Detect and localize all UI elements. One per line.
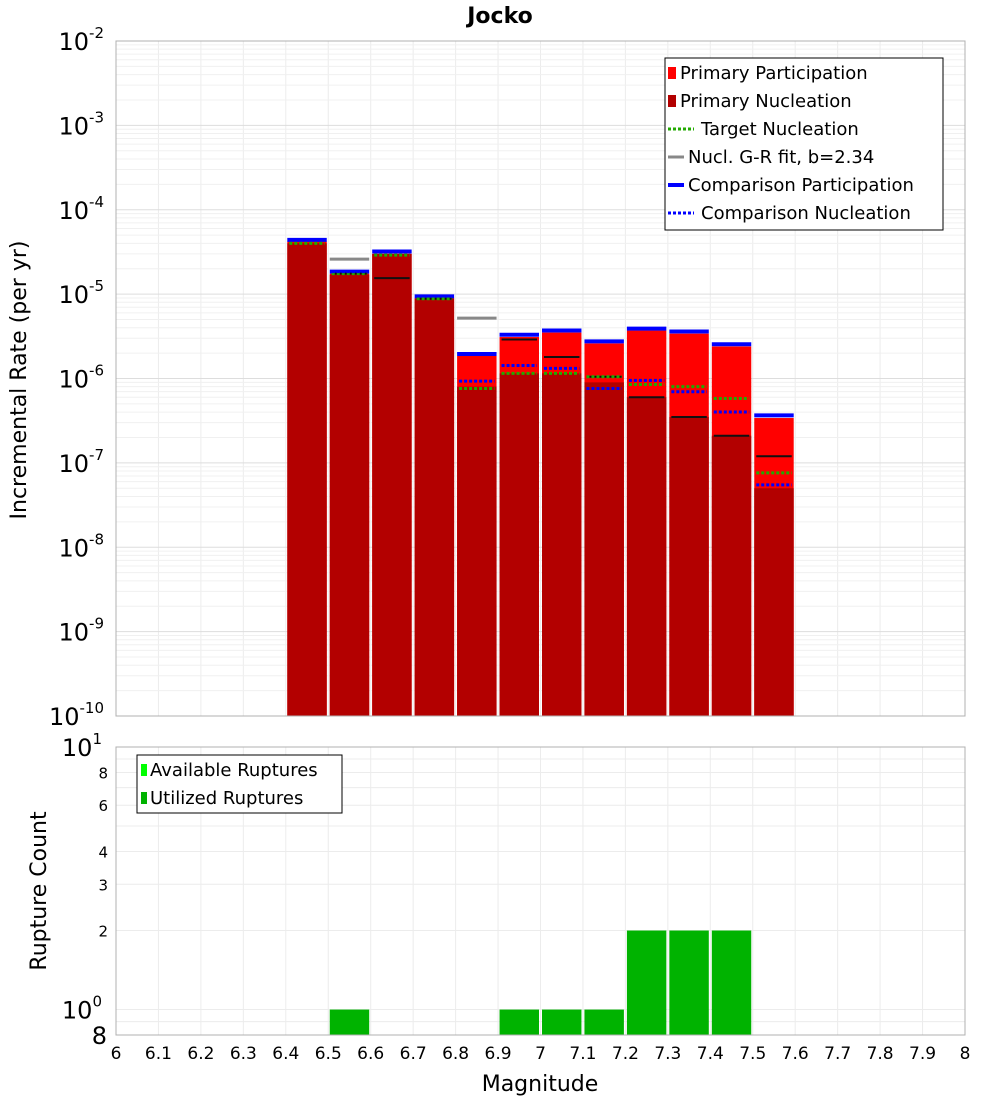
primary-nucleation-bar: [584, 382, 624, 716]
top-plot-frame: [115, 40, 966, 717]
legend-label: Utilized Ruptures: [150, 788, 303, 809]
x-tick-label: 7.5: [739, 1044, 766, 1064]
y-tick-label: 10-8: [58, 530, 104, 562]
utilized-ruptures-bar: [329, 1009, 370, 1035]
x-tick-label: 6.6: [357, 1044, 384, 1064]
x-tick-label: 6.1: [145, 1044, 172, 1064]
x-tick-label: 7.8: [867, 1044, 894, 1064]
legend-swatch: [141, 764, 147, 776]
y-tick-label: 10-10: [49, 699, 104, 731]
legend-label: Comparison Nucleation: [701, 203, 911, 224]
x-tick-label: 7.7: [824, 1044, 851, 1064]
utilized-ruptures-bar: [711, 930, 752, 1035]
utilized-ruptures-bar: [669, 930, 709, 1035]
primary-nucleation-bar: [499, 373, 539, 716]
x-tick-label: 6.8: [442, 1044, 469, 1064]
legend-label: Available Ruptures: [150, 760, 318, 781]
y-tick-label: 8: [92, 1022, 107, 1050]
primary-nucleation-bar: [542, 373, 582, 716]
x-tick-label: 7.1: [569, 1044, 596, 1064]
primary-nucleation-bar: [457, 386, 497, 716]
x-tick-label: 6.9: [485, 1044, 512, 1064]
legend-swatch: [141, 792, 147, 804]
legend-frame: [664, 57, 944, 231]
x-axis-label: Magnitude: [482, 1072, 599, 1097]
y-tick-label: 10-3: [58, 108, 104, 140]
legend-label: Comparison Participation: [688, 175, 914, 196]
x-tick-label: 7.4: [697, 1044, 724, 1064]
bottom-plot-frame: [115, 746, 966, 1036]
y-tick-label: 10-9: [58, 615, 104, 647]
x-tick-label: 6.5: [315, 1044, 342, 1064]
utilized-ruptures-bar: [499, 1009, 539, 1035]
legend-frame: [136, 754, 343, 814]
utilized-ruptures-bar: [584, 1009, 624, 1035]
y-tick-label: 10-6: [58, 362, 104, 394]
top-plot-grid: [115, 41, 966, 717]
y-tick-label: 100: [62, 993, 102, 1025]
primary-nucleation-bar: [372, 253, 412, 716]
x-tick-label: 8: [960, 1044, 971, 1064]
chart-title: Jocko: [465, 4, 533, 29]
bottom-plot-bars: [329, 930, 752, 1035]
x-tick-label: 6.3: [230, 1044, 257, 1064]
legend-label: Nucl. G-R fit, b=2.34: [688, 147, 874, 168]
legend-label: Primary Nucleation: [680, 91, 852, 112]
primary-nucleation-bar: [669, 416, 709, 716]
x-tick-label: 7.6: [782, 1044, 809, 1064]
legend-label: Target Nucleation: [700, 119, 859, 140]
y-tick-label: 10-4: [58, 193, 104, 225]
x-tick-label: 7.3: [654, 1044, 681, 1064]
top-plot-bars: [287, 241, 794, 717]
top-plot-y-ticks: 10-2 10-3 10-4 10-5 10-6 10-7 10-8 10-9 10-10: [49, 24, 104, 731]
y-tick-label: 10-5: [58, 277, 104, 309]
y-tick-label: 4: [98, 843, 108, 861]
x-tick-label: 6.7: [400, 1044, 427, 1064]
x-tick-label: 6: [111, 1044, 122, 1064]
x-tick-label: 7.2: [612, 1044, 639, 1064]
primary-nucleation-bar: [414, 298, 455, 716]
primary-nucleation-bar: [329, 274, 370, 716]
bottom-plot-grid: [115, 746, 966, 1036]
x-tick-label: 6.2: [187, 1044, 214, 1064]
utilized-ruptures-bar: [626, 930, 667, 1035]
top-y-axis-label: Incremental Rate (per yr): [7, 241, 32, 520]
primary-nucleation-bar: [711, 435, 752, 716]
bottom-plot-legend: Available Ruptures Utilized Ruptures: [136, 754, 343, 814]
top-plot-markers: [287, 237, 794, 487]
primary-nucleation-bar: [754, 488, 794, 716]
y-tick-label: 10-2: [58, 24, 104, 56]
y-tick-label: 2: [98, 923, 108, 941]
bottom-y-axis-label: Rupture Count: [27, 811, 52, 971]
x-tick-label: 6.4: [272, 1044, 299, 1064]
legend-label: Primary Participation: [680, 63, 868, 84]
x-tick-label: 7: [535, 1044, 546, 1064]
primary-nucleation-bar: [626, 397, 667, 716]
legend-swatch: [668, 95, 676, 107]
legend-swatch: [668, 67, 676, 79]
y-tick-label: 8: [98, 764, 108, 782]
y-tick-label: 101: [62, 730, 102, 762]
utilized-ruptures-bar: [542, 1009, 582, 1035]
primary-nucleation-bar: [287, 243, 327, 717]
y-tick-label: 10-7: [58, 446, 104, 478]
x-axis-ticks: 6 6.1 6.2 6.3 6.4 6.5 6.6 6.7 6.8 6.9 7 7.1 7.2 7.3 7.…: [111, 1044, 971, 1064]
y-tick-label: 6: [98, 797, 108, 815]
x-tick-label: 7.9: [909, 1044, 936, 1064]
top-plot-legend: Primary Participation Primary Nucleation T…: [664, 57, 944, 231]
y-tick-label: 3: [98, 876, 108, 894]
